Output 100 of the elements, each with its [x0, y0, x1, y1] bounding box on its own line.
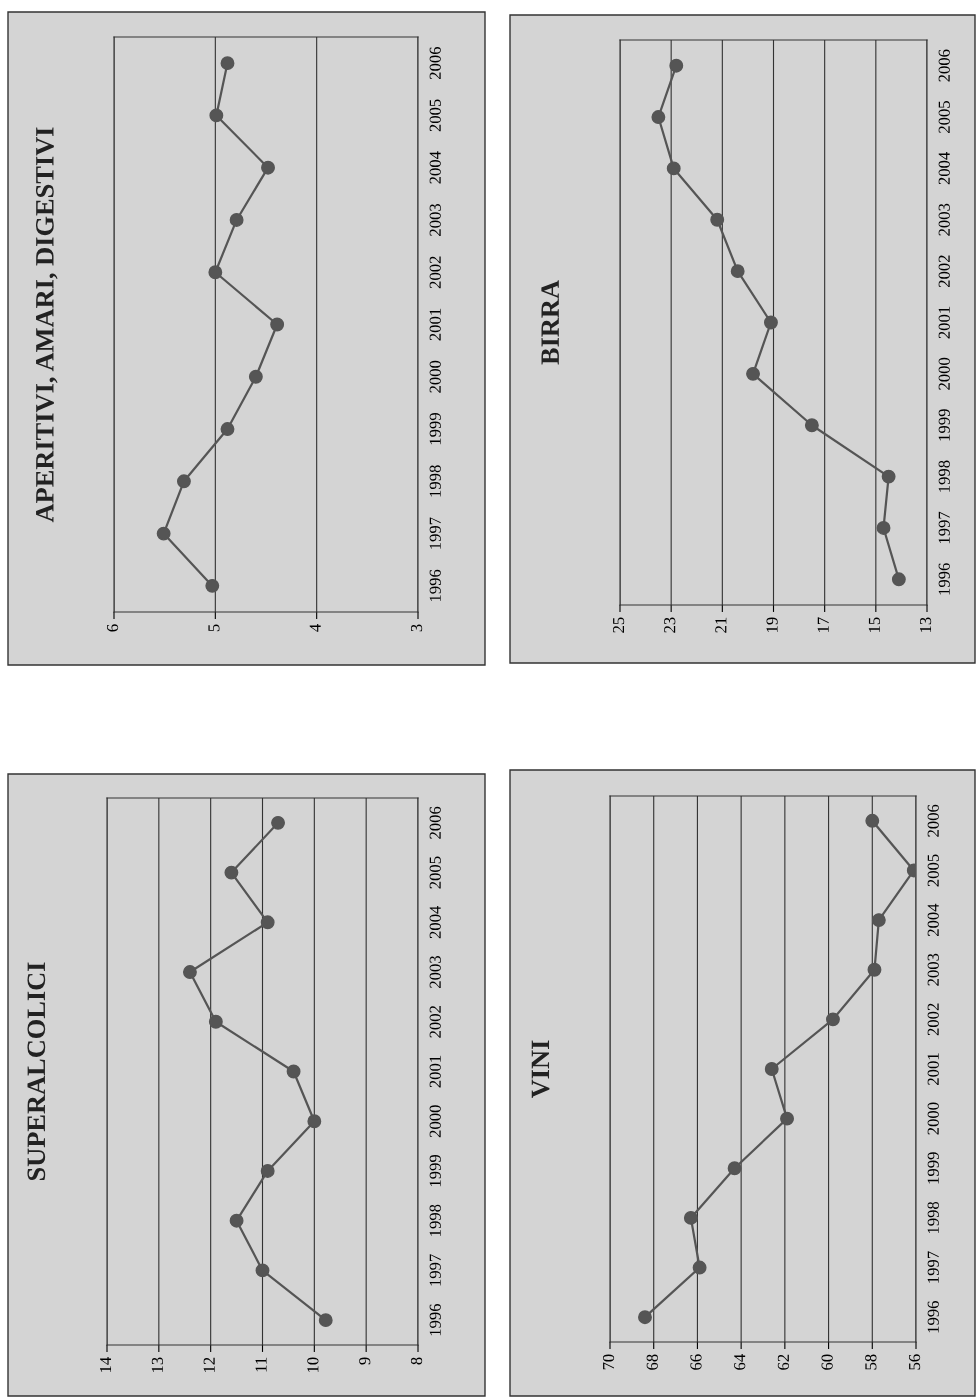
y-tick-label: 2002 [938, 255, 950, 288]
point [229, 213, 244, 227]
x-tick-label: 58 [865, 1354, 877, 1370]
point [881, 469, 896, 484]
x-tick-label: 6 [106, 624, 119, 632]
y-tick-label: 2004 [429, 151, 441, 184]
point [176, 474, 191, 489]
y-tick-label: 1997 [429, 517, 441, 549]
y-tick-label: 2005 [429, 99, 441, 132]
point [727, 1161, 742, 1176]
x-tick-label: 19 [766, 617, 778, 633]
y-tick-label: 1996 [429, 569, 441, 602]
point [710, 212, 725, 227]
point [286, 1064, 301, 1079]
point [270, 317, 285, 332]
x-tick-label: 56 [908, 1354, 921, 1370]
point [867, 962, 882, 977]
y-tick-label: 2006 [429, 46, 441, 80]
y-tick-label: 2003 [927, 953, 939, 986]
y-tick-label: 1997 [429, 1254, 441, 1286]
y-tick-label: 1999 [429, 1154, 441, 1187]
point [871, 913, 886, 928]
y-tick-label: 1999 [927, 1152, 939, 1184]
point [318, 1313, 333, 1328]
y-tick-label: 2000 [938, 357, 950, 390]
point [764, 1062, 779, 1076]
text: BIRRA [541, 280, 559, 365]
x-tick-label: 62 [777, 1354, 790, 1370]
y-tick-label: 1996 [938, 563, 950, 595]
y-tick-label: 2001 [938, 306, 950, 339]
point [220, 422, 235, 436]
x-tick-label: 4 [309, 624, 321, 632]
y-tick-label: 1998 [429, 1204, 441, 1236]
point [669, 58, 684, 73]
x-tick-label: 15 [868, 617, 881, 633]
y-tick-label: 2000 [429, 1105, 441, 1138]
y-tick-label: 2002 [429, 1006, 441, 1038]
x-tick-label: 64 [734, 1354, 746, 1370]
point [209, 108, 224, 123]
y-tick-label: 2005 [927, 854, 939, 887]
y-tick-label: 2005 [429, 856, 441, 889]
x-tick-label: 60 [821, 1354, 833, 1370]
text: SUPERALCOLICI [27, 962, 46, 1181]
y-tick-label: 2003 [429, 956, 441, 988]
x-tick-label: 9 [359, 1357, 371, 1365]
point [307, 1114, 322, 1129]
point [891, 572, 906, 587]
x-tick-label: 66 [690, 1354, 702, 1370]
point [205, 578, 220, 593]
y-tick-label: 2001 [429, 1055, 441, 1088]
point [651, 110, 666, 124]
y-tick-label: 1999 [938, 409, 950, 441]
y-tick-label: 1998 [938, 460, 950, 492]
x-tick-label: 25 [612, 617, 625, 633]
point [260, 1164, 275, 1178]
point [638, 1310, 652, 1325]
point [730, 264, 745, 279]
y-tick-label: 2001 [429, 308, 441, 341]
point [182, 965, 197, 979]
point [876, 521, 891, 535]
point [692, 1260, 707, 1275]
y-tick-label: 2006 [938, 49, 950, 82]
x-tick-label: 17 [817, 617, 829, 633]
point [683, 1210, 698, 1225]
point [780, 1111, 794, 1126]
point [220, 56, 235, 71]
point [271, 815, 285, 830]
point [804, 418, 819, 433]
y-tick-label: 2002 [927, 1003, 939, 1036]
x-tick-label: 8 [410, 1357, 423, 1365]
y-tick-label: 2005 [938, 101, 950, 133]
y-tick-label: 2003 [938, 203, 950, 236]
x-tick-label: 12 [203, 1357, 215, 1373]
point [746, 366, 760, 381]
point [208, 265, 223, 280]
point [255, 1263, 270, 1278]
x-tick-label: 68 [646, 1354, 658, 1370]
y-tick-label: 2002 [429, 256, 441, 289]
point [208, 1014, 223, 1029]
point [825, 1012, 840, 1027]
point [260, 915, 275, 930]
y-tick-label: 2004 [927, 903, 939, 937]
x-tick-label: 13 [919, 617, 932, 633]
y-tick-label: 2004 [938, 152, 950, 185]
x-tick-label: 11 [255, 1357, 267, 1372]
y-tick-label: 2004 [429, 905, 441, 939]
y-tick-label: 2003 [429, 203, 441, 236]
point [261, 160, 275, 175]
x-tick-label: 23 [664, 617, 676, 633]
y-tick-label: 2006 [927, 804, 939, 837]
text: VINI [531, 1040, 550, 1099]
point [248, 369, 263, 384]
y-tick-label: 2000 [927, 1102, 939, 1135]
point [224, 865, 239, 880]
x-tick-label: 70 [602, 1354, 615, 1370]
point [666, 161, 681, 176]
y-tick-label: 2001 [927, 1053, 939, 1085]
point [156, 526, 171, 541]
x-tick-label: 3 [410, 624, 423, 632]
x-tick-label: 13 [151, 1357, 164, 1373]
